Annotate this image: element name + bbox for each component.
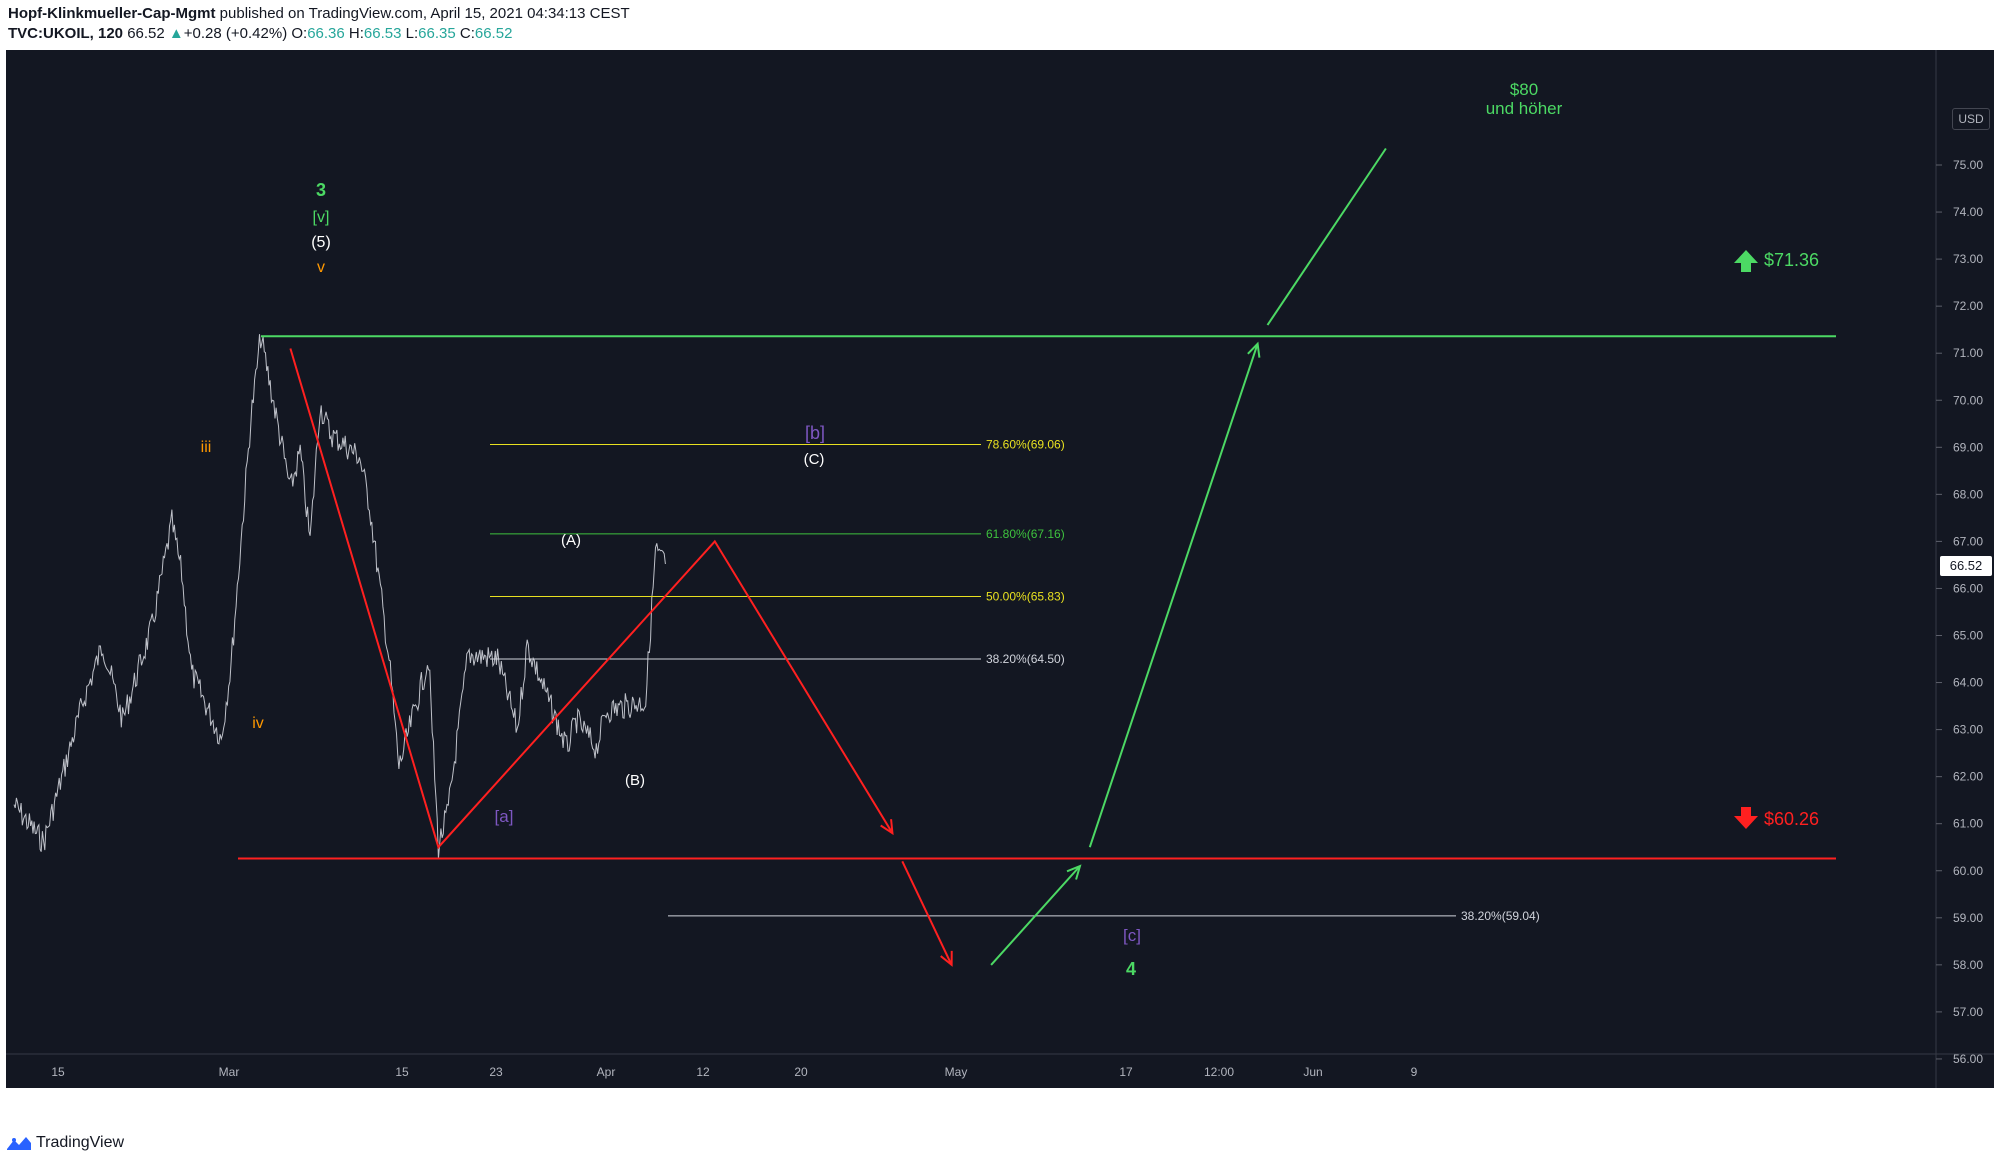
- fib-level-label: 78.60%(69.06): [986, 437, 1065, 451]
- projection-green-path: [990, 865, 1081, 966]
- footer: TradingView: [6, 1130, 124, 1156]
- wave-label: und höher: [1486, 99, 1563, 118]
- x-tick-label: Mar: [219, 1065, 240, 1079]
- y-tick-label: 60.00: [1953, 864, 1983, 878]
- x-tick-label: May: [945, 1065, 968, 1079]
- y-tick-label: 70.00: [1953, 393, 1983, 407]
- x-tick-label: 15: [51, 1065, 65, 1079]
- close-label: C:: [459, 25, 475, 42]
- arrow-down-icon: [1734, 807, 1758, 829]
- y-tick-label: 61.00: [1953, 817, 1983, 831]
- up-arrow-icon: ▲: [168, 25, 184, 42]
- wave-label: iv: [252, 715, 264, 732]
- fib-level-label: 38.20%(59.04): [1461, 909, 1540, 923]
- wave-label: [v]: [313, 209, 330, 226]
- resistance-label: $71.36: [1764, 250, 1819, 270]
- y-tick-label: 56.00: [1953, 1052, 1983, 1066]
- x-tick-label: 9: [1411, 1065, 1418, 1079]
- wave-label: v: [317, 259, 325, 276]
- wave-label: (5): [311, 234, 331, 251]
- y-tick-label: 62.00: [1953, 770, 1983, 784]
- projection-green-path-2: [1088, 343, 1259, 848]
- projection-green-path-3: [1266, 147, 1387, 326]
- y-tick-label: 74.00: [1953, 205, 1983, 219]
- wave-label: $80: [1510, 80, 1538, 99]
- publish-line: Hopf-Klinkmueller-Cap-Mgmt published on …: [8, 5, 630, 22]
- author-name[interactable]: Hopf-Klinkmueller-Cap-Mgmt: [8, 5, 216, 22]
- low-label: L:: [405, 25, 419, 42]
- last-price: 66.52: [127, 25, 165, 42]
- fib-level-label: 38.20%(64.50): [986, 652, 1065, 666]
- tradingview-logo-icon: [7, 1137, 31, 1150]
- ohlc-line: TVC:UKOIL, 120 66.52 ▲+0.28 (+0.42%) O:6…: [8, 25, 512, 42]
- y-tick-label: 63.00: [1953, 723, 1983, 737]
- y-tick-label: 64.00: [1953, 676, 1983, 690]
- fib-level-label: 50.00%(65.83): [986, 589, 1065, 603]
- support-label: $60.26: [1764, 809, 1819, 829]
- low-value: 66.35: [418, 25, 456, 42]
- tradingview-brand[interactable]: TradingView: [36, 1134, 125, 1151]
- y-tick-label: 73.00: [1953, 252, 1983, 266]
- wave-label: [c]: [1123, 926, 1141, 945]
- fib-level-label: 50.00%(55.27): [1461, 1086, 1540, 1088]
- wave-label: (C): [804, 451, 825, 468]
- open-label: O:: [291, 25, 308, 42]
- symbol[interactable]: TVC:UKOIL, 120: [8, 25, 124, 42]
- wave-label: [b]: [805, 423, 825, 443]
- x-tick-label: 23: [489, 1065, 503, 1079]
- projection-red-path-2: [901, 860, 953, 966]
- y-tick-label: 65.00: [1953, 629, 1983, 643]
- y-tick-label: 75.00: [1953, 158, 1983, 172]
- projection-green-path-2-arrowhead: [1247, 341, 1261, 358]
- projection-red-path-2-arrowhead: [940, 950, 953, 967]
- x-tick-label: 12: [696, 1065, 710, 1079]
- x-tick-label: 17: [1119, 1065, 1133, 1079]
- high-value: 66.53: [363, 25, 402, 42]
- projection-red-path-arrowhead: [880, 819, 894, 836]
- projection-red-path: [289, 348, 894, 850]
- high-label: H:: [348, 25, 364, 42]
- last-price-label: 66.52: [1940, 556, 1992, 576]
- projection-green-path-arrowhead: [1066, 864, 1082, 880]
- close-value: 66.52: [474, 25, 513, 42]
- y-tick-label: 68.00: [1953, 487, 1983, 501]
- y-tick-label: 72.00: [1953, 299, 1983, 313]
- wave-label: (A): [561, 532, 581, 549]
- y-tick-label: 66.00: [1953, 581, 1983, 595]
- arrow-up-icon: [1734, 250, 1758, 272]
- change: +0.28 (+0.42%): [183, 25, 288, 42]
- published-text: published on TradingView.com, April 15, …: [219, 5, 630, 22]
- x-tick-label: Jun: [1303, 1065, 1322, 1079]
- wave-label: 4: [1126, 959, 1136, 979]
- wave-label: [a]: [495, 807, 514, 826]
- currency-label: USD: [1952, 108, 1990, 130]
- y-tick-label: 71.00: [1953, 346, 1983, 360]
- wave-label: (B): [625, 772, 645, 789]
- wave-label: iii: [201, 439, 212, 456]
- y-tick-label: 57.00: [1953, 1005, 1983, 1019]
- y-tick-label: 69.00: [1953, 440, 1983, 454]
- x-tick-label: Apr: [597, 1065, 616, 1079]
- chart-area[interactable]: 55.0056.0057.0058.0059.0060.0061.0062.00…: [6, 50, 1994, 1088]
- y-tick-label: 58.00: [1953, 958, 1983, 972]
- wave-label: 3: [316, 180, 326, 200]
- x-tick-label: 15: [395, 1065, 409, 1079]
- fib-level-label: 61.80%(67.16): [986, 527, 1065, 541]
- chart-svg[interactable]: 55.0056.0057.0058.0059.0060.0061.0062.00…: [6, 50, 1994, 1088]
- open-value: 66.36: [307, 25, 345, 42]
- x-tick-label: 12:00: [1204, 1065, 1234, 1079]
- y-tick-label: 67.00: [1953, 534, 1983, 548]
- x-tick-label: 20: [794, 1065, 808, 1079]
- y-tick-label: 59.00: [1953, 911, 1983, 925]
- price-series-line: [13, 334, 666, 859]
